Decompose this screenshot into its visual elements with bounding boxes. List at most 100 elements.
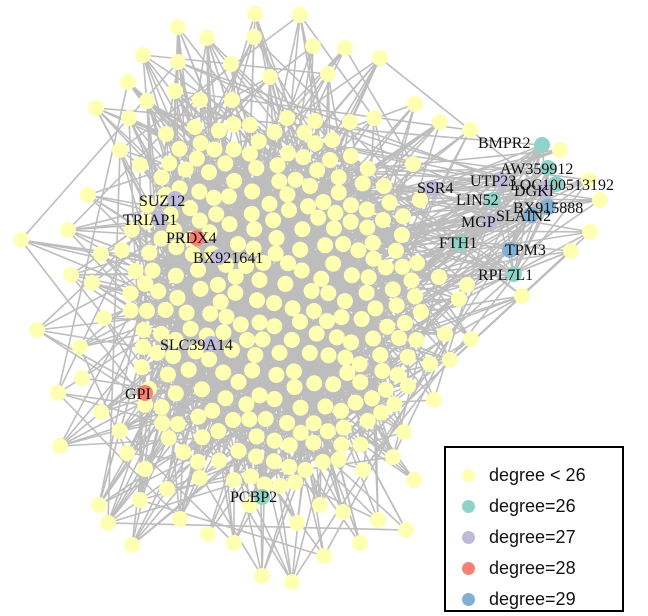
network-node bbox=[225, 141, 242, 158]
node-layer bbox=[13, 6, 608, 590]
network-node bbox=[241, 411, 258, 428]
network-node-slc39a14 bbox=[203, 336, 219, 352]
network-node-aw359912 bbox=[540, 160, 556, 176]
legend-label: degree=28 bbox=[489, 558, 576, 578]
network-node bbox=[300, 198, 317, 215]
network-node bbox=[167, 83, 183, 99]
network-node bbox=[122, 302, 139, 319]
legend-item-degree-lt26: degree < 26 bbox=[446, 460, 622, 491]
network-node bbox=[167, 385, 184, 402]
network-node bbox=[192, 280, 209, 297]
network-node bbox=[333, 436, 350, 453]
network-node-rpl7l1 bbox=[506, 266, 522, 282]
legend: degree < 26 degree=26 degree=27 degree=2… bbox=[444, 446, 624, 612]
network-edge bbox=[359, 250, 572, 446]
network-node bbox=[406, 472, 422, 488]
network-node bbox=[459, 277, 475, 293]
network-node bbox=[150, 283, 167, 300]
network-node bbox=[442, 352, 458, 368]
network-node bbox=[409, 255, 425, 271]
network-node bbox=[255, 254, 272, 271]
network-node bbox=[227, 268, 244, 285]
network-node-utp23 bbox=[493, 172, 509, 188]
network-edge bbox=[57, 81, 129, 394]
network-node bbox=[204, 402, 221, 419]
network-node bbox=[384, 281, 401, 298]
network-node bbox=[330, 451, 347, 468]
network-node bbox=[223, 341, 240, 358]
network-node bbox=[353, 311, 370, 328]
network-node bbox=[257, 411, 274, 428]
network-node bbox=[230, 373, 247, 390]
network-node bbox=[135, 47, 151, 63]
network-node bbox=[322, 152, 338, 168]
network-node bbox=[205, 189, 222, 206]
network-node bbox=[180, 361, 197, 378]
network-node bbox=[327, 204, 344, 221]
network-node bbox=[372, 346, 389, 363]
network-node bbox=[141, 244, 158, 261]
network-node bbox=[451, 291, 467, 307]
network-node bbox=[377, 259, 394, 276]
network-node bbox=[412, 192, 428, 208]
network-node bbox=[342, 213, 359, 230]
network-node bbox=[132, 492, 148, 508]
network-node bbox=[313, 270, 330, 287]
network-node bbox=[178, 304, 195, 321]
node-label-triap1: TRIAP1 bbox=[123, 212, 177, 229]
network-node bbox=[359, 412, 376, 429]
network-node bbox=[319, 423, 336, 440]
network-node bbox=[352, 436, 369, 453]
network-node bbox=[347, 394, 364, 411]
network-node bbox=[330, 184, 347, 201]
network-edge bbox=[392, 144, 543, 458]
network-node bbox=[210, 122, 227, 139]
network-node bbox=[242, 117, 258, 133]
network-node bbox=[248, 448, 265, 465]
network-node bbox=[133, 359, 150, 376]
network-node bbox=[224, 92, 240, 108]
network-edge bbox=[350, 171, 502, 181]
network-node bbox=[114, 242, 130, 258]
network-node bbox=[365, 250, 382, 267]
network-node bbox=[230, 442, 247, 459]
network-node bbox=[462, 122, 478, 138]
network-node bbox=[305, 303, 322, 320]
network-node bbox=[284, 574, 300, 590]
network-node bbox=[266, 318, 283, 335]
network-node bbox=[342, 114, 358, 130]
network-node bbox=[206, 141, 223, 158]
network-node bbox=[437, 326, 453, 342]
network-node bbox=[238, 257, 255, 274]
network-node bbox=[226, 535, 242, 551]
network-node bbox=[307, 113, 323, 129]
network-edge bbox=[459, 179, 502, 244]
network-node bbox=[190, 261, 207, 278]
network-node bbox=[254, 331, 271, 348]
network-node bbox=[200, 526, 216, 542]
network-node bbox=[247, 346, 264, 363]
network-node bbox=[514, 288, 530, 304]
node-label-slain2: SLAIN2 bbox=[496, 208, 551, 225]
network-edge bbox=[431, 187, 494, 201]
network-node bbox=[72, 339, 88, 355]
network-node bbox=[210, 423, 227, 440]
node-label-lin52: LIN52 bbox=[456, 192, 499, 209]
network-edge bbox=[57, 392, 181, 520]
network-node bbox=[184, 246, 201, 263]
network-node bbox=[325, 376, 342, 393]
network-node bbox=[266, 124, 283, 141]
network-node bbox=[191, 183, 208, 200]
network-node bbox=[251, 272, 268, 289]
network-node bbox=[248, 160, 265, 177]
network-node bbox=[388, 297, 405, 314]
network-node-tpm3 bbox=[502, 242, 518, 258]
network-node bbox=[167, 331, 184, 348]
network-node bbox=[93, 404, 109, 420]
network-node bbox=[199, 30, 215, 46]
network-edge bbox=[431, 183, 557, 189]
network-node bbox=[144, 262, 161, 279]
network-node bbox=[284, 300, 301, 317]
network-node bbox=[287, 171, 304, 188]
network-node bbox=[394, 258, 411, 275]
